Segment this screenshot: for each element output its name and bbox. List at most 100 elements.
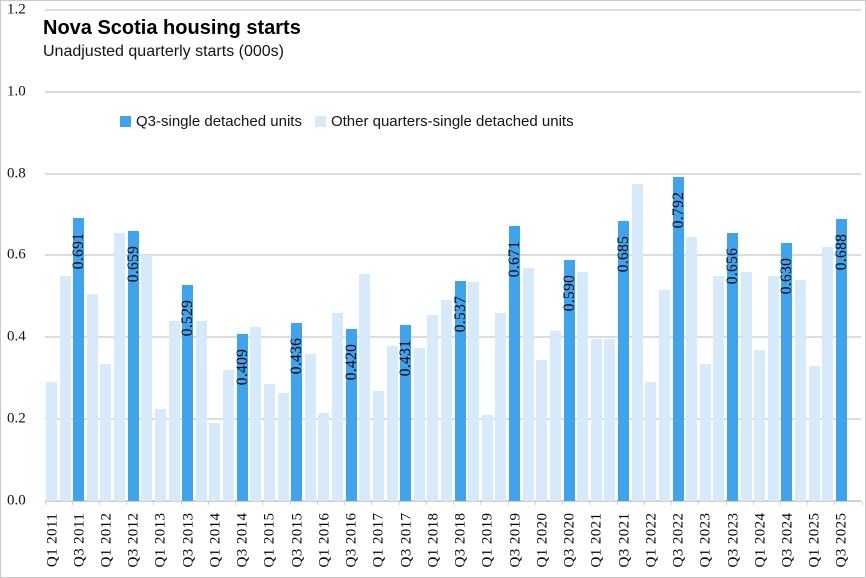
y-tick-label: 0.0 [7, 492, 26, 509]
bar-value-label: 0.420 [342, 343, 360, 381]
bar-q3 [400, 324, 412, 501]
bar-other [822, 247, 834, 501]
gridline [44, 254, 861, 257]
bar-value-label: 0.630 [778, 258, 796, 295]
bar-other [223, 370, 235, 501]
gridline [44, 172, 861, 175]
bar-other [767, 275, 779, 501]
x-tick-label: Q1 2017 [370, 512, 387, 568]
axis-tick [834, 501, 836, 505]
bar-other [427, 314, 439, 501]
axis-tick [398, 501, 400, 505]
x-tick-label: Q1 2024 [752, 512, 769, 568]
bar-other [577, 271, 589, 501]
gridline [44, 336, 861, 339]
y-tick-label: 0.4 [7, 328, 26, 345]
x-tick-label: Q3 2016 [343, 512, 360, 568]
bar-other [699, 363, 711, 501]
y-tick-label: 1.2 [7, 1, 26, 18]
x-tick-label: Q1 2012 [98, 512, 115, 568]
bar-other [277, 392, 289, 501]
bar-other [495, 312, 507, 501]
bar-other [740, 271, 752, 501]
x-tick-label: Q3 2020 [561, 512, 578, 568]
bar-other [209, 423, 221, 501]
bar-other [86, 294, 98, 501]
bar-other [359, 273, 371, 501]
bar-other [658, 290, 670, 501]
x-tick-label: Q1 2015 [261, 512, 278, 568]
bar-value-label: 0.792 [669, 191, 687, 229]
x-tick-label: Q1 2020 [534, 512, 551, 568]
axis-tick [589, 501, 591, 505]
bar-other [263, 384, 275, 501]
bar-other [46, 382, 57, 501]
bar-q3 [73, 218, 85, 501]
axis-tick [371, 501, 373, 505]
axis-tick [752, 501, 754, 505]
axis-tick [235, 501, 237, 505]
x-tick-label: Q3 2024 [779, 512, 796, 568]
x-tick-label: Q3 2017 [398, 512, 415, 568]
x-tick-label: Q3 2023 [725, 512, 741, 568]
bar-q3 [236, 333, 248, 501]
x-tick-label: Q3 2012 [125, 512, 142, 568]
bar-other [468, 282, 480, 501]
bar-other [100, 363, 112, 501]
bar-q3 [563, 259, 575, 501]
bar-other [549, 331, 561, 501]
x-tick-label: Q3 2021 [616, 512, 633, 568]
bar-other [59, 275, 71, 501]
bar-q3 [727, 232, 738, 501]
x-tick-label: Q3 2013 [180, 512, 197, 568]
bar-other [114, 232, 126, 501]
bar-other [386, 345, 398, 501]
bar-q3 [291, 322, 303, 501]
bar-q3 [509, 226, 521, 501]
bar-q3 [781, 243, 793, 501]
bar-other [168, 320, 180, 501]
bar-q3 [618, 220, 630, 501]
legend-swatch-q3-icon [120, 116, 131, 127]
y-tick-label: 0.8 [7, 165, 26, 182]
axis-tick [861, 501, 863, 505]
gridline [44, 8, 861, 11]
bar-value-label: 0.685 [615, 235, 633, 272]
axis-tick [98, 501, 100, 505]
bar-value-label: 0.688 [832, 234, 850, 271]
x-tick-label: Q3 2015 [289, 512, 306, 568]
bar-value-label: 0.656 [724, 247, 741, 284]
x-axis-line [44, 500, 861, 502]
axis-tick [262, 501, 264, 505]
axis-tick [725, 501, 727, 505]
bar-q3 [127, 231, 139, 501]
axis-tick [207, 501, 209, 505]
legend-swatch-other-icon [314, 116, 326, 127]
legend: Q3-single detached units Other quarters-… [120, 113, 574, 130]
x-tick-label: Q1 2022 [643, 512, 660, 568]
bar-q3 [835, 219, 847, 501]
axis-tick [44, 501, 46, 505]
axis-tick [71, 501, 73, 505]
bar-other [795, 280, 807, 501]
bar-q3 [182, 284, 194, 501]
x-tick-label: Q1 2019 [479, 512, 496, 568]
axis-tick [126, 501, 128, 505]
legend-item-other: Other quarters-single detached units [314, 113, 574, 130]
bar-other [536, 359, 548, 501]
bar-other [440, 300, 452, 501]
bar-q3 [454, 281, 466, 501]
bar-other [304, 353, 316, 501]
x-tick-label: Q1 2011 [44, 512, 60, 568]
axis-tick [425, 501, 427, 505]
bar-other [195, 320, 207, 501]
x-tick-label: Q3 2019 [507, 512, 524, 568]
axis-tick [779, 501, 781, 505]
axis-tick [671, 501, 673, 505]
bar-value-label: 0.431 [397, 339, 415, 376]
gridline [44, 418, 861, 421]
gridline [44, 90, 861, 93]
x-tick-label: Q3 2025 [833, 512, 850, 568]
bar-value-label: 0.590 [560, 274, 578, 311]
